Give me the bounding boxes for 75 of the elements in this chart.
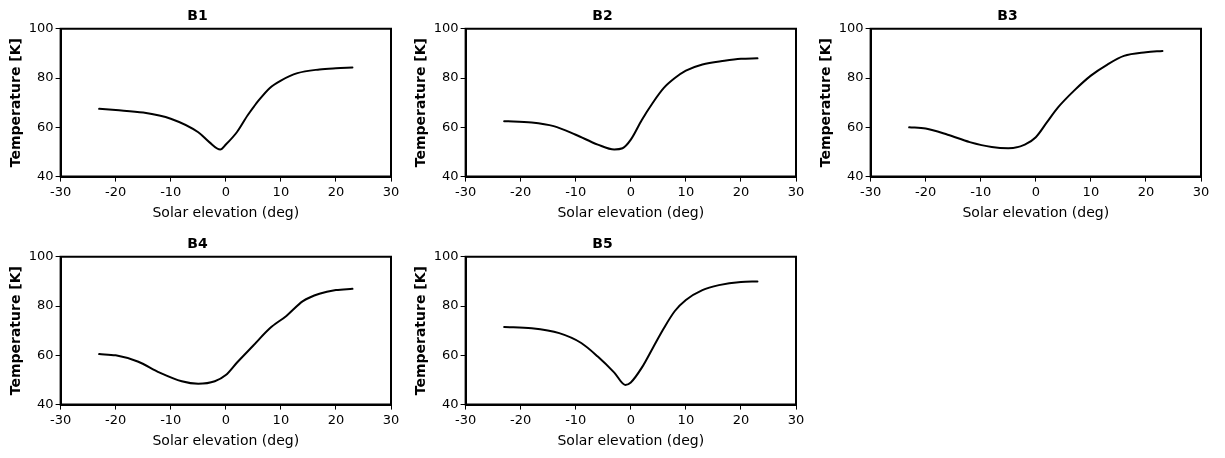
x-tick-label: -20 — [510, 183, 532, 199]
y-axis-title: Temperature [K] — [412, 266, 429, 396]
x-tick-label: 20 — [327, 183, 345, 199]
x-tick-label: -30 — [50, 411, 72, 427]
chart-title: B1 — [187, 7, 208, 24]
x-tick-label: 0 — [1031, 183, 1040, 199]
x-axis-title: Solar elevation (deg) — [962, 204, 1110, 221]
y-tick-label: 80 — [37, 297, 54, 313]
line-series — [503, 280, 759, 386]
chart-title: B4 — [187, 235, 208, 252]
y-tick-label: 60 — [442, 346, 459, 362]
x-tick-label: -10 — [565, 411, 587, 427]
x-axis-title: Solar elevation (deg) — [557, 204, 705, 221]
line-series — [503, 57, 759, 151]
line-series — [98, 66, 354, 151]
x-tick-label: 20 — [732, 411, 750, 427]
x-tick-label: -30 — [860, 183, 882, 199]
x-tick-label: -30 — [455, 183, 477, 199]
y-tick-label: 80 — [847, 69, 864, 85]
line-series — [98, 287, 354, 385]
chart-title: B2 — [592, 7, 613, 24]
y-tick-label: 80 — [442, 297, 459, 313]
y-axis-title: Temperature [K] — [412, 38, 429, 168]
y-tick-label: 80 — [442, 69, 459, 85]
chart-title: B5 — [592, 235, 613, 252]
y-tick-label: 100 — [28, 248, 54, 264]
y-axis-title: Temperature [K] — [7, 266, 24, 396]
y-tick-label: 40 — [442, 395, 459, 411]
y-tick-label: 40 — [37, 167, 54, 183]
x-tick-label: 20 — [732, 183, 750, 199]
x-tick-label: -30 — [50, 183, 72, 199]
y-tick-label: 80 — [37, 69, 54, 85]
x-tick-label: 10 — [1082, 183, 1100, 199]
y-tick-label: 60 — [847, 118, 864, 134]
y-tick-label: 40 — [442, 167, 459, 183]
chart-title: B3 — [997, 7, 1018, 24]
x-tick-label: 30 — [787, 411, 805, 427]
x-axis-title: Solar elevation (deg) — [557, 432, 705, 449]
x-tick-label: 30 — [1192, 183, 1210, 199]
y-tick-label: 100 — [433, 20, 459, 36]
x-tick-label: 10 — [272, 183, 290, 199]
x-tick-label: 10 — [272, 411, 290, 427]
x-tick-label: 10 — [677, 411, 695, 427]
x-tick-label: 0 — [221, 183, 230, 199]
x-tick-label: -20 — [105, 411, 127, 427]
x-tick-label: 0 — [221, 411, 230, 427]
x-tick-label: 0 — [626, 411, 635, 427]
x-tick-label: -20 — [105, 183, 127, 199]
x-axis-title: Solar elevation (deg) — [152, 432, 300, 449]
y-tick-label: 60 — [37, 118, 54, 134]
y-tick-label: 100 — [28, 20, 54, 36]
x-tick-label: -10 — [565, 183, 587, 199]
line-series — [908, 49, 1164, 150]
y-tick-label: 100 — [433, 248, 459, 264]
x-axis-title: Solar elevation (deg) — [152, 204, 300, 221]
x-tick-label: 20 — [327, 411, 345, 427]
x-tick-label: 30 — [787, 183, 805, 199]
y-tick-label: 60 — [37, 346, 54, 362]
x-tick-label: -10 — [970, 183, 992, 199]
y-axis-title: Temperature [K] — [817, 38, 834, 168]
y-tick-label: 60 — [442, 118, 459, 134]
y-axis-title: Temperature [K] — [7, 38, 24, 168]
x-tick-label: 20 — [1137, 183, 1155, 199]
x-tick-label: 0 — [626, 183, 635, 199]
x-tick-label: -10 — [160, 411, 182, 427]
x-tick-label: -20 — [510, 411, 532, 427]
x-tick-label: 30 — [382, 183, 400, 199]
y-tick-label: 100 — [838, 20, 864, 36]
x-tick-label: -30 — [455, 411, 477, 427]
x-tick-label: -10 — [160, 183, 182, 199]
x-tick-label: 10 — [677, 183, 695, 199]
x-tick-label: -20 — [915, 183, 937, 199]
x-tick-label: 30 — [382, 411, 400, 427]
y-tick-label: 40 — [847, 167, 864, 183]
y-tick-label: 40 — [37, 395, 54, 411]
